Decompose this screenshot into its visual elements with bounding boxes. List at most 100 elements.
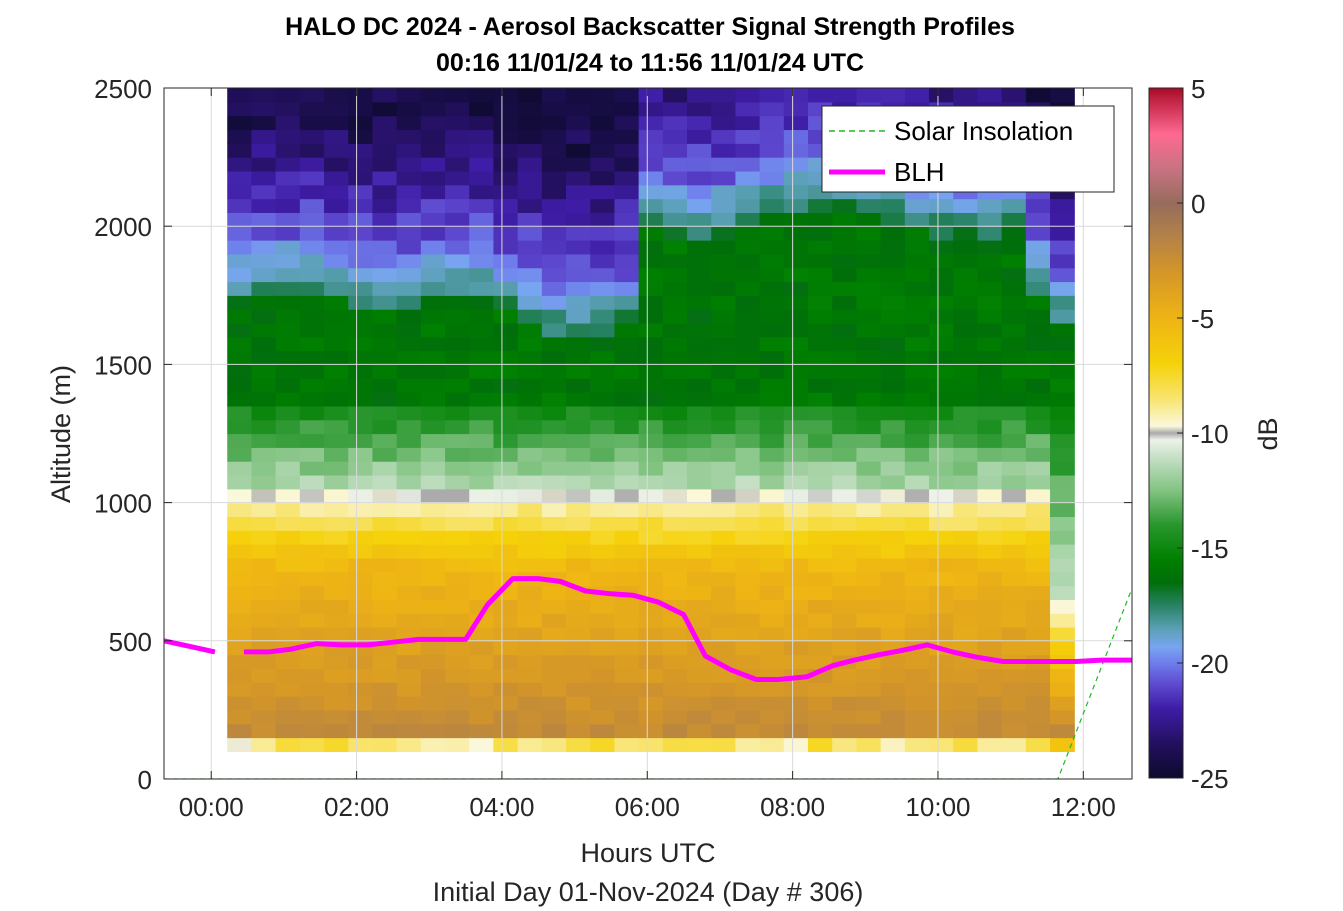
heatmap-cell bbox=[469, 350, 495, 365]
heatmap-cell bbox=[687, 350, 712, 365]
heatmap-cell bbox=[687, 723, 712, 739]
heatmap-cell bbox=[493, 557, 519, 573]
heatmap-cell bbox=[783, 516, 809, 531]
heatmap-cell bbox=[1050, 737, 1075, 752]
heatmap-cell bbox=[735, 267, 761, 283]
heatmap-cell bbox=[517, 281, 543, 296]
heatmap-cell bbox=[662, 253, 688, 269]
heatmap-cell bbox=[590, 682, 616, 697]
heatmap-cell bbox=[517, 488, 543, 504]
heatmap-cell bbox=[687, 240, 712, 255]
heatmap-cell bbox=[880, 599, 906, 614]
heatmap-cell bbox=[759, 613, 785, 628]
heatmap-cell bbox=[929, 322, 954, 338]
heatmap-cell bbox=[493, 295, 519, 310]
heatmap-cell bbox=[493, 668, 519, 683]
heatmap-cell bbox=[929, 433, 954, 448]
heatmap-cell bbox=[469, 405, 495, 421]
heatmap-cell bbox=[662, 129, 688, 144]
heatmap-cell bbox=[856, 364, 882, 379]
heatmap-cell bbox=[856, 640, 882, 656]
heatmap-cell bbox=[251, 737, 277, 752]
heatmap-cell bbox=[977, 419, 1003, 435]
heatmap-cell bbox=[275, 129, 301, 144]
heatmap-cell bbox=[711, 516, 737, 531]
heatmap-cell bbox=[445, 709, 470, 725]
heatmap-cell bbox=[299, 350, 325, 365]
heatmap-cell bbox=[759, 516, 785, 531]
heatmap-cell bbox=[856, 696, 882, 711]
heatmap-cell bbox=[517, 723, 543, 739]
heatmap-cell bbox=[420, 557, 446, 573]
heatmap-cell bbox=[420, 709, 446, 725]
heatmap-cell bbox=[493, 364, 519, 379]
heatmap-cell bbox=[396, 682, 422, 697]
heatmap-cell bbox=[324, 129, 349, 144]
heatmap-cell bbox=[493, 101, 519, 117]
heatmap-cell bbox=[420, 516, 446, 531]
heatmap-cell bbox=[590, 88, 616, 103]
heatmap-cell bbox=[420, 419, 446, 435]
heatmap-cell bbox=[324, 336, 349, 352]
heatmap-cell bbox=[759, 281, 785, 296]
heatmap-cell bbox=[735, 322, 761, 338]
heatmap-cell bbox=[687, 544, 712, 559]
heatmap-cell bbox=[348, 419, 374, 435]
heatmap-cell bbox=[638, 295, 664, 310]
heatmap-cell bbox=[493, 530, 519, 545]
heatmap-cell bbox=[541, 723, 567, 739]
heatmap-cell bbox=[348, 668, 374, 683]
heatmap-cell bbox=[517, 654, 543, 670]
heatmap-cell bbox=[299, 309, 325, 324]
heatmap-cell bbox=[590, 640, 616, 656]
heatmap-cell bbox=[687, 668, 712, 683]
heatmap-cell bbox=[372, 198, 398, 213]
heatmap-cell bbox=[1050, 378, 1075, 393]
heatmap-cell bbox=[469, 682, 495, 697]
heatmap-cell bbox=[1050, 267, 1075, 283]
heatmap-cell bbox=[469, 433, 495, 448]
heatmap-cell bbox=[977, 530, 1003, 545]
heatmap-cell bbox=[517, 502, 543, 518]
heatmap-cell bbox=[348, 157, 374, 172]
heatmap-cell bbox=[880, 709, 906, 725]
heatmap-cell bbox=[638, 419, 664, 435]
x-tick-label: 06:00 bbox=[615, 792, 680, 822]
heatmap-cell bbox=[687, 461, 712, 476]
heatmap-cell bbox=[299, 696, 325, 711]
heatmap-cell bbox=[420, 654, 446, 670]
heatmap-cell bbox=[1050, 585, 1075, 600]
heatmap-cell bbox=[372, 488, 398, 504]
heatmap-cell bbox=[372, 322, 398, 338]
heatmap-cell bbox=[275, 571, 301, 587]
heatmap-cell bbox=[638, 530, 664, 545]
heatmap-cell bbox=[662, 115, 688, 131]
heatmap-cell bbox=[687, 613, 712, 628]
heatmap-cell bbox=[832, 668, 858, 683]
heatmap-cell bbox=[904, 392, 930, 407]
heatmap-cell bbox=[445, 668, 470, 683]
heatmap-cell bbox=[348, 143, 374, 158]
heatmap-cell bbox=[348, 336, 374, 352]
heatmap-cell bbox=[372, 613, 398, 628]
heatmap-cell bbox=[614, 115, 640, 131]
heatmap-cell bbox=[227, 654, 253, 670]
heatmap-cell bbox=[227, 336, 253, 352]
heatmap-cell bbox=[880, 654, 906, 670]
heatmap-cell bbox=[977, 447, 1003, 462]
heatmap-cell bbox=[929, 419, 954, 435]
heatmap-cell bbox=[759, 240, 785, 255]
heatmap-cell bbox=[372, 474, 398, 490]
heatmap-cell bbox=[1025, 737, 1051, 752]
heatmap-cell bbox=[566, 682, 591, 697]
heatmap-cell bbox=[735, 709, 761, 725]
heatmap-cell bbox=[420, 530, 446, 545]
heatmap-cell bbox=[904, 654, 930, 670]
heatmap-cell bbox=[299, 240, 325, 255]
heatmap-cell bbox=[420, 281, 446, 296]
heatmap-cell bbox=[735, 129, 761, 144]
heatmap-cell bbox=[445, 281, 470, 296]
heatmap-cell bbox=[880, 392, 906, 407]
legend-box bbox=[821, 105, 1115, 193]
heatmap-cell bbox=[541, 640, 567, 656]
